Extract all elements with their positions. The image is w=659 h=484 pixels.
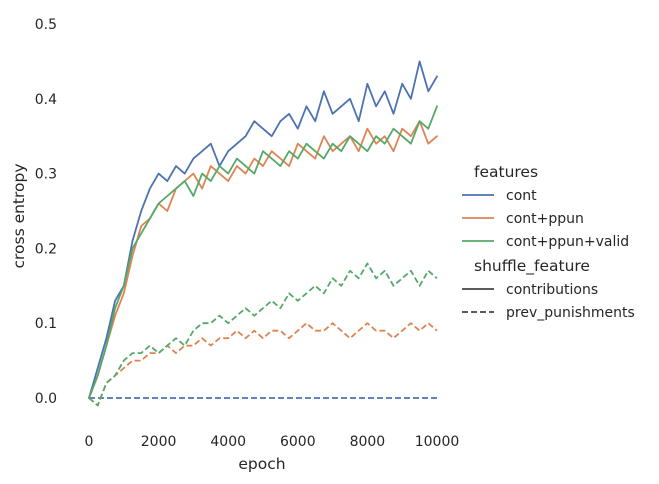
x-tick-label: 6000 [280, 434, 316, 450]
y-axis-label: cross entropy [10, 163, 28, 268]
legend-label: prev_punishments [506, 305, 635, 321]
x-tick-label: 4000 [210, 434, 246, 450]
plot-series [88, 60, 438, 407]
series-line-cont-ppun-contributions [88, 120, 438, 399]
y-tick-label: 0.5 [35, 17, 57, 33]
y-tick-label: 0.3 [35, 167, 57, 183]
series-line-cont-ppun-valid-contributions [88, 105, 438, 399]
x-axis-label: epoch [238, 455, 285, 473]
x-tick-label: 0 [85, 434, 94, 450]
x-tick-label: 10000 [415, 434, 460, 450]
legend: features cont cont+ppun cont+ppun+valid sh… [462, 163, 635, 321]
series-line-cont-ppun-valid-prev-punishments [88, 262, 438, 407]
legend-label: contributions [506, 282, 598, 298]
y-tick-label: 0.4 [35, 92, 57, 108]
legend-label: cont [506, 188, 537, 204]
series-line-cont-contributions [88, 60, 438, 399]
legend-label: cont+ppun [506, 211, 584, 227]
x-axis-ticks: 0 2000 4000 6000 8000 10000 [85, 434, 460, 450]
legend-label: cont+ppun+valid [506, 234, 629, 250]
y-tick-label: 0.1 [35, 316, 57, 332]
series-line-cont-ppun-prev-punishments [88, 322, 438, 407]
y-tick-label: 0.0 [35, 391, 57, 407]
legend-hue-entries: cont cont+ppun cont+ppun+valid [462, 188, 629, 250]
x-tick-label: 8000 [350, 434, 386, 450]
legend-title-shuffle-feature: shuffle_feature [474, 257, 590, 276]
y-axis-ticks: 0.0 0.1 0.2 0.3 0.4 0.5 [35, 17, 57, 407]
x-tick-label: 2000 [141, 434, 177, 450]
legend-title-features: features [474, 163, 538, 181]
legend-style-entries: contributions prev_punishments [462, 282, 635, 321]
y-tick-label: 0.2 [35, 241, 57, 257]
